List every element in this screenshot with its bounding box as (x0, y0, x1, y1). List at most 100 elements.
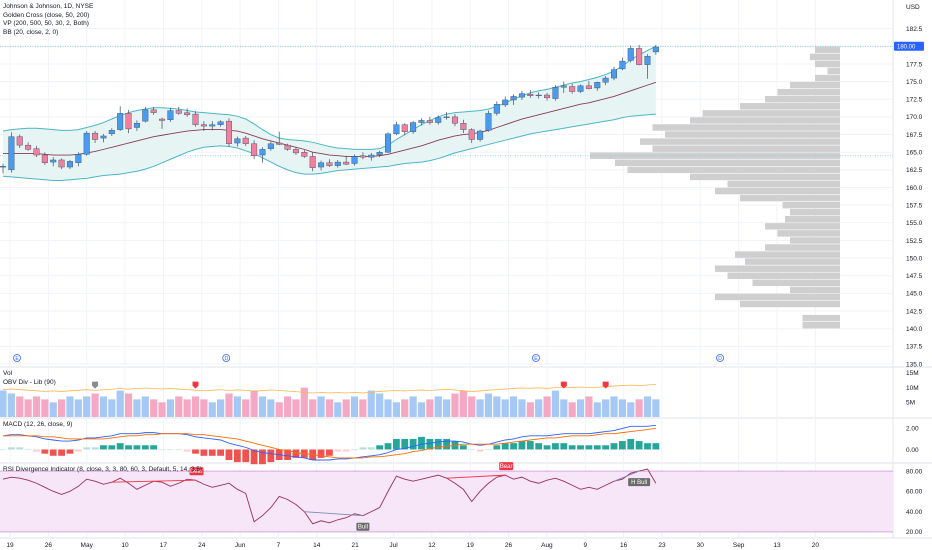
volume-bar (317, 396, 325, 417)
macd-histogram-bar (183, 449, 191, 452)
candle-body (200, 124, 207, 127)
volume-profile-bar (782, 201, 840, 209)
candle-body (410, 122, 417, 132)
x-tick-label: 23 (658, 542, 666, 549)
volume-bar (208, 402, 216, 417)
volume-bar (158, 402, 166, 417)
volume-profile-bar (765, 223, 840, 230)
candle-body (142, 109, 149, 122)
price-tick-label: 135.0 (906, 361, 923, 368)
candle-body (477, 130, 484, 140)
volume-tick-label: 10M (906, 385, 919, 392)
volume-bar (526, 402, 534, 417)
macd-histogram-bar (392, 438, 400, 450)
volume-profile-bar (735, 251, 840, 258)
candle-body (0, 166, 6, 168)
macd-histogram-bar (376, 445, 384, 450)
candle-body (451, 116, 458, 124)
rsi-bear-tag-label: Bear (190, 469, 203, 475)
obv-div-label[interactable]: OBV Div - Lib (90) (3, 379, 56, 386)
volume-bar (560, 399, 568, 417)
x-tick-label: 14 (313, 542, 321, 549)
candle-body (217, 121, 224, 125)
indicator-golden-cross[interactable]: Golden Cross (close, 50, 200) (3, 11, 90, 19)
macd-tick-label: 2.00 (906, 426, 919, 433)
macd-histogram-bar (66, 449, 74, 454)
volume-bar (41, 399, 49, 417)
macd-histogram-bar (16, 447, 24, 450)
chart-title[interactable]: Johnson & Johnson, 1D, NYSE (3, 3, 94, 10)
x-tick-label: 30 (697, 542, 705, 549)
macd-histogram-bar (367, 447, 375, 450)
event-marker-label: D (718, 356, 722, 362)
rsi-label[interactable]: RSI Divergence Indicator (8, close, 3, 3… (3, 466, 203, 473)
volume-bar (166, 399, 174, 417)
volume-label[interactable]: Vol (3, 370, 13, 377)
rsi-tick-label: 60.00 (906, 489, 923, 496)
candle-body (585, 85, 592, 89)
candle-body (16, 136, 23, 146)
volume-bar (468, 396, 476, 417)
volume-bar (283, 396, 292, 417)
volume-profile-bar (640, 138, 840, 145)
volume-bar (643, 396, 652, 417)
event-marker-label: D (224, 356, 228, 362)
volume-tick-label: 5M (906, 400, 915, 407)
macd-histogram-bar (242, 449, 250, 463)
price-tick-label: 170.0 (906, 114, 923, 121)
volume-profile-bar (815, 60, 840, 68)
candle-body (66, 161, 73, 168)
rsi-tick-label: 20.00 (906, 529, 923, 536)
signal-line (3, 427, 656, 459)
candle-body (58, 159, 65, 168)
rsi-bull-tag (356, 522, 370, 531)
volume-profile-bar (715, 187, 840, 195)
macd-histogram-bar (250, 449, 258, 465)
macd-histogram-bar (49, 449, 57, 456)
candle-body (460, 123, 467, 130)
volume-bar (300, 387, 308, 417)
indicator-vp[interactable]: VP (200, 500, 50, 30, 2, Both) (3, 20, 89, 27)
candle-body (117, 113, 124, 130)
candle-body (544, 94, 551, 99)
price-tick-label: 172.5 (906, 97, 923, 104)
volume-bar (627, 402, 635, 417)
volume-bar (175, 396, 183, 417)
volume-profile-bar (815, 74, 840, 82)
volume-bar (16, 396, 24, 417)
macd-histogram-bar (434, 438, 442, 450)
candle-body (619, 60, 626, 70)
candle-body (75, 154, 82, 163)
macd-histogram-bar (459, 445, 467, 450)
volume-bar (568, 402, 576, 417)
candle-body (292, 149, 299, 154)
x-tick-label: Aug (541, 542, 553, 549)
rsi-bull-tag (628, 478, 651, 487)
candle-body (301, 151, 308, 157)
price-tick-label: 167.5 (906, 132, 923, 139)
candle-body (418, 120, 425, 123)
macd-histogram-bar (468, 449, 476, 451)
macd-histogram-bar (518, 441, 526, 450)
macd-histogram-bar (83, 447, 91, 450)
candle-body (334, 161, 341, 166)
candle-body (326, 162, 333, 166)
volume-bar (225, 393, 233, 417)
macd-histogram-bar (24, 449, 32, 451)
indicator-bb[interactable]: BB (20, close, 2, 0) (3, 28, 59, 36)
candle-body (569, 86, 576, 92)
candle-body (644, 55, 651, 65)
x-tick-label: Sep (733, 542, 745, 549)
candle-body (259, 149, 266, 156)
macd-histogram-bar (585, 445, 593, 450)
volume-bar (258, 396, 267, 417)
candle-body (8, 136, 15, 171)
candle-body (150, 109, 157, 113)
candle-body (443, 116, 450, 118)
rsi-tick-label: 80.00 (906, 468, 923, 475)
macd-label[interactable]: MACD (12, 26, close, 9) (3, 421, 73, 428)
macd-tick-label: 0.00 (906, 447, 919, 454)
candle-body (284, 144, 291, 150)
macd-histogram-bar (225, 449, 233, 460)
